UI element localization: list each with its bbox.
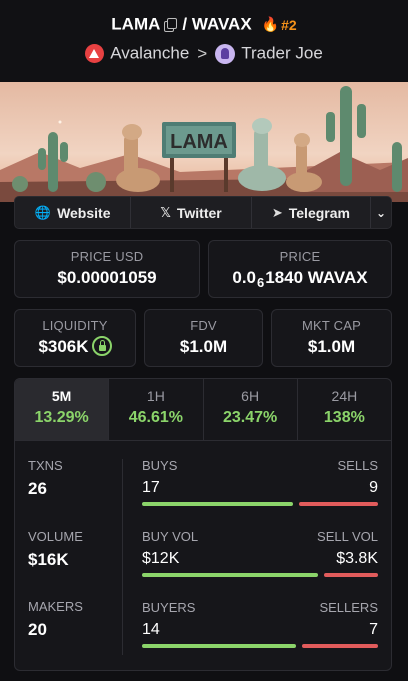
buyers-label: BUYERS [142,600,196,615]
buy-volume-label: BUY VOL [142,529,199,544]
volume-value: $16K [28,550,69,569]
buyers-sellers-row: BUYERS SELLERS 14 7 [142,600,378,648]
buyers-value: 14 [142,621,160,638]
base-token-symbol: LAMA [111,14,161,34]
telegram-icon: ➤ [271,204,283,220]
market-cap-card: MKT CAP $1.0M [271,309,392,367]
tab-change: 46.61% [128,409,183,426]
x-logo-icon: 𝕏 [160,204,171,220]
price-native-card: PRICE 0.061840 WAVAX [208,240,392,298]
price-native-prefix: 0.0 [232,268,256,287]
tab-label: 6H [241,388,260,404]
buyers-ratio-bar [142,644,378,648]
volume-ratio-bar [142,573,378,577]
tab-label: 1H [146,388,165,404]
volume-label: VOLUME [28,529,83,544]
tab-label: 24H [331,388,358,404]
globe-icon: 🌐 [34,204,52,220]
chevron-down-icon: ⌄ [376,205,387,220]
price-native-label: PRICE [279,249,321,264]
makers-label: MAKERS [28,599,83,614]
timeframe-tabs: 5M 13.29% 1H 46.61% 6H 23.47% 24H 138% [15,379,391,441]
market-cap-label: MKT CAP [302,318,361,333]
txns-metric: TXNS 26 [28,458,63,499]
buys-sells-row: BUYS SELLS 17 9 [142,458,378,506]
buys-bar-fill [142,502,294,506]
buys-sells-ratio-bar [142,502,378,506]
trading-stats-panel: 5M 13.29% 1H 46.61% 6H 23.47% 24H 138% T… [14,378,392,671]
txns-label: TXNS [28,458,63,473]
tab-1h[interactable]: 1H 46.61% [109,379,204,440]
buy-volume-value: $12K [142,550,180,567]
tab-5m[interactable]: 5M 13.29% [15,379,110,440]
social-links-bar: 🌐 Website 𝕏 Twitter ➤ Telegram ⌄ [14,196,392,229]
pair-title: LAMA / WAVAX 🔥 #2 [0,14,408,35]
flame-icon: 🔥 [261,16,280,33]
market-cap-value: $1.0M [307,337,356,356]
banner-sign-text: LAMA [170,131,228,153]
makers-metric: MAKERS 20 [28,599,83,640]
sellers-value: 7 [369,621,378,638]
fdv-label: FDV [190,318,217,333]
token-banner-image: LAMA [0,82,408,202]
liquidity-value: $306K [38,337,89,356]
makers-value: 20 [28,620,47,639]
chain-link[interactable]: Avalanche [110,43,190,63]
sells-label: SELLS [337,458,378,473]
tab-change: 13.29% [34,409,89,426]
sellers-label: SELLERS [319,600,378,615]
volume-split-row: BUY VOL SELL VOL $12K $3.8K [142,529,378,577]
liquidity-card: LIQUIDITY $306K [14,309,136,367]
buys-label: BUYS [142,458,178,473]
sells-bar-fill [299,502,378,506]
quote-token-symbol: WAVAX [191,14,252,34]
twitter-label: Twitter [176,204,222,221]
buyers-bar-fill [142,644,297,648]
price-usd-card: PRICE USD $0.00001059 [14,240,200,298]
dex-link[interactable]: Trader Joe [241,43,323,63]
buys-value: 17 [142,479,160,496]
tab-change: 138% [323,409,365,426]
tab-6h[interactable]: 6H 23.47% [204,379,298,440]
column-divider [122,459,123,655]
liquidity-lock-icon[interactable] [91,335,112,356]
tab-24h[interactable]: 24H 138% [298,379,391,440]
breadcrumb-separator: > [197,43,208,63]
website-button[interactable]: 🌐 Website [15,197,132,228]
sell-volume-bar-fill [324,573,378,577]
price-usd-value: $0.00001059 [57,268,157,287]
price-native-zero-count: 6 [257,275,265,290]
txns-value: 26 [28,479,47,498]
buy-volume-bar-fill [142,573,319,577]
fdv-card: FDV $1.0M [144,309,263,367]
sell-volume-label: SELL VOL [317,529,378,544]
tab-change: 23.47% [222,409,278,426]
more-links-button[interactable]: ⌄ [371,197,391,228]
price-native-unit: WAVAX [307,268,368,287]
price-usd-label: PRICE USD [70,249,144,264]
telegram-button[interactable]: ➤ Telegram [252,197,372,228]
fdv-value: $1.0M [179,337,228,356]
pair-header: LAMA / WAVAX 🔥 #2 Avalanche > Trader Joe [0,0,408,80]
twitter-button[interactable]: 𝕏 Twitter [131,197,252,228]
trending-rank: #2 [281,16,297,33]
telegram-label: Telegram [288,204,350,221]
tab-label: 5M [51,388,72,404]
pair-separator: / [182,14,188,34]
sellers-bar-fill [302,644,378,648]
liquidity-label: LIQUIDITY [42,318,108,333]
sells-value: 9 [369,479,378,496]
trader-joe-icon [215,43,236,64]
price-native-digits: 1840 [265,268,304,287]
chain-dex-breadcrumb: Avalanche > Trader Joe [0,43,408,64]
avalanche-icon [85,44,105,64]
price-native-value: 0.061840 WAVAX [209,268,391,290]
website-label: Website [57,204,111,221]
sell-volume-value: $3.8K [336,550,378,567]
copy-icon[interactable] [164,18,178,33]
volume-metric: VOLUME $16K [28,529,83,570]
